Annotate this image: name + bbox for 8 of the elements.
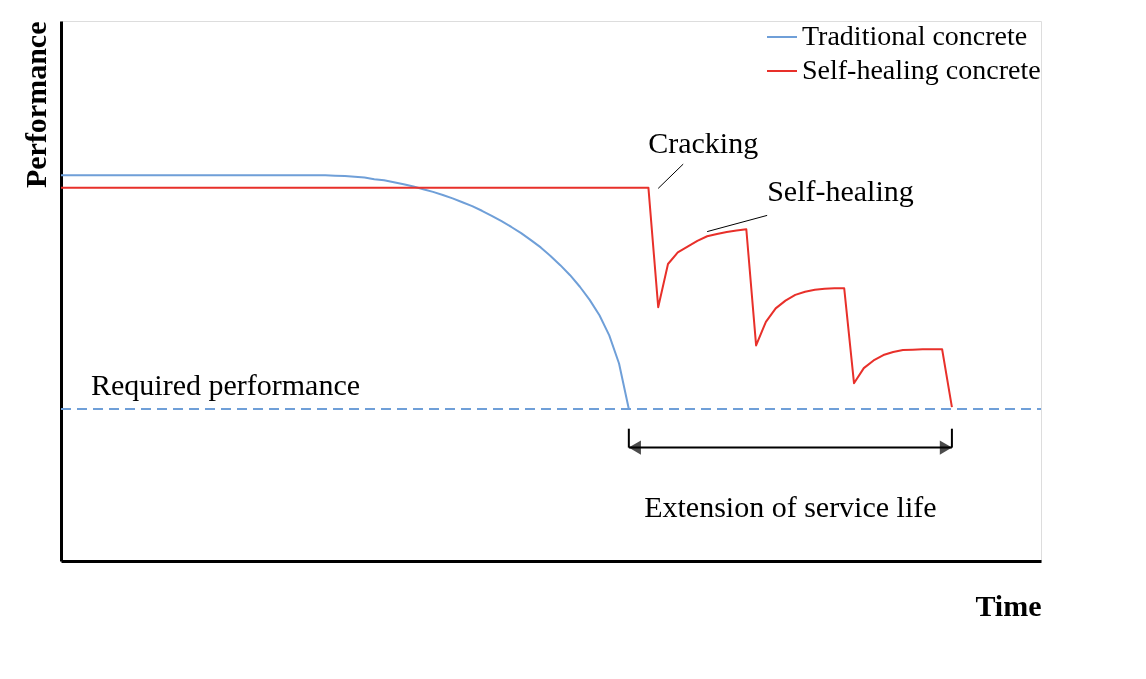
x-axis-title: Time xyxy=(975,588,1042,622)
text: Cracking xyxy=(648,125,759,159)
legend-label: Self-healing concrete xyxy=(802,54,1041,85)
annotation: Self-healing xyxy=(767,174,914,208)
y-axis-title: Performance xyxy=(18,21,52,189)
annotation: Extension of service life xyxy=(644,489,937,523)
ref-line-label: Required performance xyxy=(91,368,361,402)
legend-label: Traditional concrete xyxy=(802,20,1028,51)
